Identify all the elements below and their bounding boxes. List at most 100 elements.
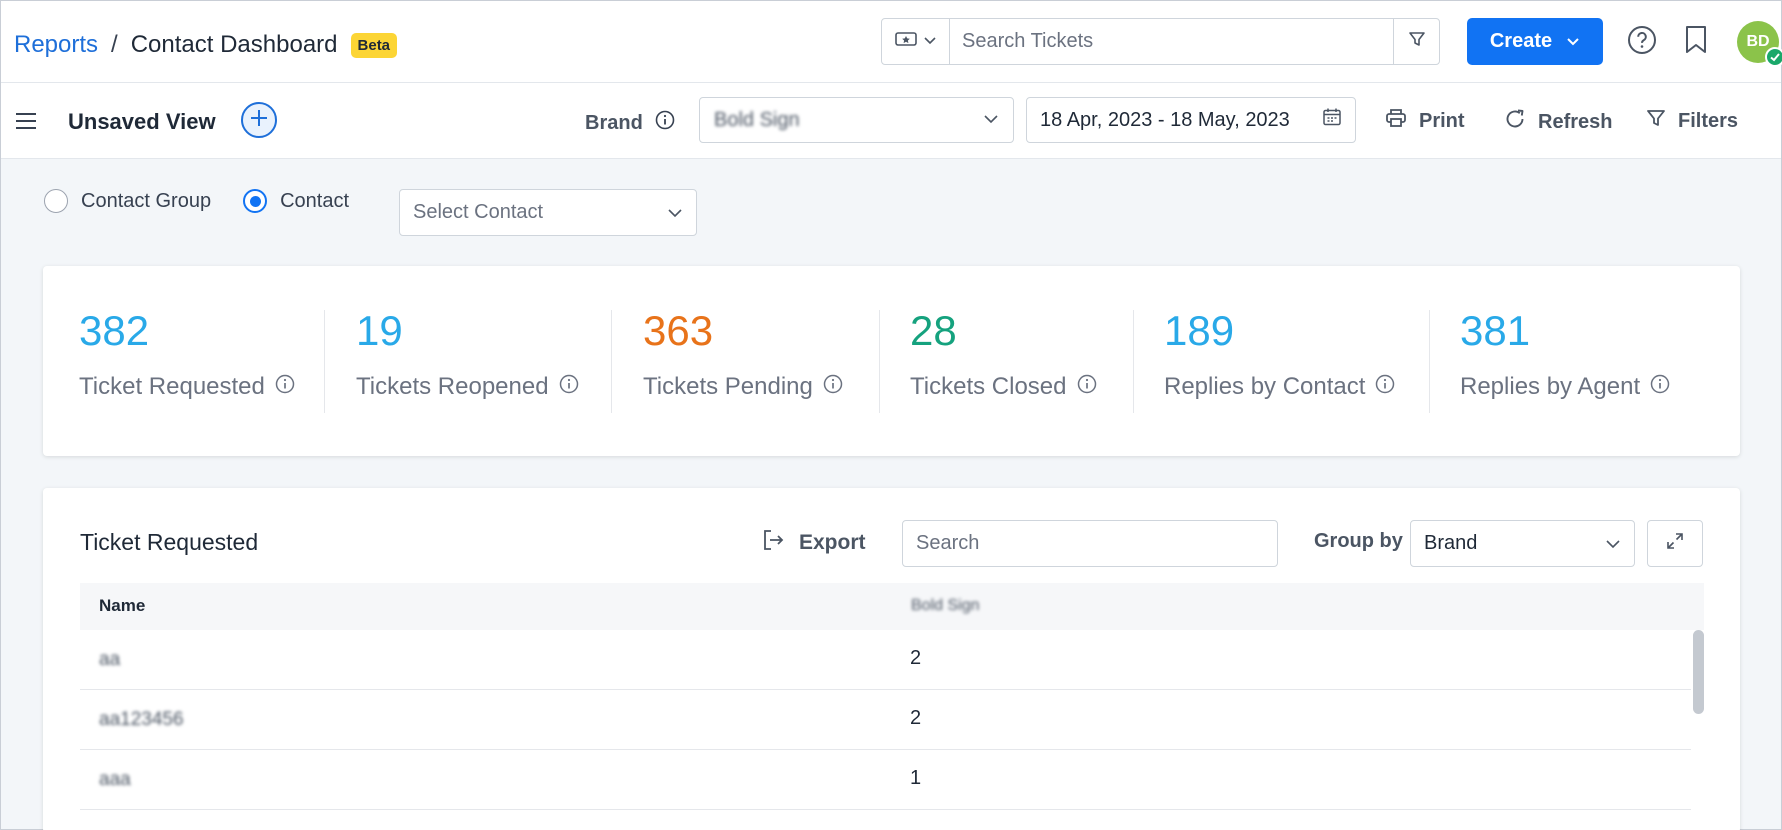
brand-select-value: Bold Sign	[714, 108, 800, 131]
kpi-label: Tickets Closed	[910, 373, 1067, 400]
beta-badge: Beta	[350, 32, 398, 58]
chevron-down-icon	[923, 33, 937, 51]
radio-contact-label: Contact	[280, 189, 350, 212]
kpi-replies-by-contact[interactable]: 189 Replies by Contact	[1164, 310, 1395, 401]
refresh-button[interactable]: Refresh	[1504, 108, 1612, 136]
kpi-divider	[324, 310, 325, 413]
view-toolbar: Unsaved View Brand Bold Sign 18 Apr, 202…	[1, 83, 1781, 159]
printer-icon	[1385, 108, 1407, 134]
avatar-initials: BD	[1746, 33, 1770, 50]
row-name: aa123456	[99, 709, 184, 730]
kpi-divider	[611, 310, 612, 413]
kpi-value: 19	[356, 307, 403, 354]
export-button[interactable]: Export	[761, 528, 866, 558]
page-title: Contact Dashboard	[130, 31, 338, 58]
group-by-label: Group by	[1314, 530, 1403, 552]
chevron-down-icon	[983, 111, 999, 129]
user-avatar[interactable]: BD	[1737, 21, 1782, 67]
select-contact-placeholder: Select Contact	[413, 201, 544, 223]
radio-contact-group-label: Contact Group	[81, 189, 212, 212]
help-icon[interactable]	[1627, 25, 1657, 60]
search-filter-button[interactable]	[1393, 19, 1439, 64]
row-name: aa	[99, 649, 121, 670]
kpi-value: 363	[643, 307, 714, 354]
view-title: Unsaved View	[68, 109, 216, 134]
radio-button-unchecked[interactable]	[44, 189, 68, 213]
row-value: 2	[910, 707, 922, 729]
scope-selector: Contact Group Contact	[44, 189, 381, 213]
info-icon[interactable]	[655, 110, 675, 136]
kpi-replies-by-agent[interactable]: 381 Replies by Agent	[1460, 310, 1670, 401]
group-by-select[interactable]: Brand	[1410, 520, 1635, 567]
bookmark-icon[interactable]	[1684, 25, 1708, 60]
table-row[interactable]: aa123456 2	[80, 690, 1691, 750]
kpi-value: 189	[1164, 307, 1235, 354]
table-row[interactable]: aaa 1	[80, 750, 1691, 810]
column-header-name[interactable]: Name	[99, 596, 146, 615]
radio-button-checked[interactable]	[243, 189, 268, 213]
search-type-dropdown[interactable]	[882, 19, 950, 64]
hamburger-menu-icon[interactable]	[15, 111, 37, 136]
breadcrumb-reports-link[interactable]: Reports	[14, 31, 99, 58]
kpi-label: Ticket Requested	[79, 373, 265, 400]
ticket-icon	[894, 31, 917, 52]
chevron-down-icon	[667, 201, 683, 224]
expand-icon	[1666, 532, 1684, 555]
kpi-value: 381	[1460, 307, 1531, 354]
radio-contact-group[interactable]: Contact Group	[44, 189, 211, 213]
brand-filter-label: Brand	[585, 110, 675, 136]
expand-button[interactable]	[1647, 520, 1703, 567]
info-icon[interactable]	[1077, 373, 1097, 401]
radio-contact[interactable]: Contact	[243, 189, 349, 213]
kpi-ticket-requested[interactable]: 382 Ticket Requested	[79, 310, 295, 401]
kpi-divider	[1429, 310, 1430, 413]
info-icon[interactable]	[275, 373, 295, 401]
table-row[interactable]: aa 2	[80, 630, 1691, 690]
row-value: 1	[910, 767, 922, 789]
kpi-divider	[1133, 310, 1134, 413]
filter-icon	[1408, 30, 1426, 53]
group-by-value: Brand	[1424, 532, 1478, 554]
ticket-search-box: Search Tickets	[881, 18, 1440, 65]
table-header: Name Bold Sign	[80, 583, 1704, 630]
kpi-tickets-closed[interactable]: 28 Tickets Closed	[910, 310, 1097, 401]
select-contact-dropdown[interactable]: Select Contact	[399, 189, 697, 236]
info-icon[interactable]	[1650, 373, 1670, 401]
info-icon[interactable]	[559, 373, 579, 401]
brand-select[interactable]: Bold Sign	[699, 97, 1014, 143]
kpi-label-row: Ticket Requested	[79, 373, 295, 401]
info-icon[interactable]	[823, 373, 843, 401]
kpi-divider	[879, 310, 880, 413]
filters-label: Filters	[1678, 109, 1739, 132]
kpi-tickets-reopened[interactable]: 19 Tickets Reopened	[356, 310, 579, 401]
kpi-label: Tickets Reopened	[356, 373, 549, 400]
create-button[interactable]: Create	[1467, 18, 1603, 65]
date-range-picker[interactable]: 18 Apr, 2023 - 18 May, 2023	[1026, 97, 1356, 143]
kpi-label: Replies by Contact	[1164, 373, 1366, 400]
breadcrumb-separator: /	[111, 31, 118, 58]
add-view-button[interactable]	[241, 102, 277, 138]
table-title: Ticket Requested	[80, 529, 259, 555]
print-label: Print	[1419, 109, 1465, 132]
kpi-label-row: Tickets Reopened	[356, 373, 579, 401]
table-search-input[interactable]: Search	[902, 520, 1278, 567]
info-icon[interactable]	[1375, 373, 1395, 401]
export-label: Export	[799, 531, 866, 554]
print-button[interactable]: Print	[1385, 108, 1465, 134]
kpi-value: 28	[910, 307, 957, 354]
column-header-brand[interactable]: Bold Sign	[911, 597, 980, 614]
filters-button[interactable]: Filters	[1646, 108, 1738, 134]
kpi-label: Tickets Pending	[643, 373, 813, 400]
table-scrollbar[interactable]	[1693, 630, 1704, 714]
ticket-search-input[interactable]: Search Tickets	[962, 30, 1094, 52]
ticket-requested-table-card: Ticket Requested Export Search Group by …	[43, 488, 1740, 830]
kpi-value: 382	[79, 307, 150, 354]
kpi-summary-card: 382 Ticket Requested 19 Tickets Reopened…	[43, 266, 1740, 456]
online-status-icon	[1765, 47, 1782, 67]
kpi-tickets-pending[interactable]: 363 Tickets Pending	[643, 310, 843, 401]
create-label: Create	[1489, 30, 1553, 52]
kpi-label-row: Replies by Agent	[1460, 373, 1670, 401]
kpi-label-row: Replies by Contact	[1164, 373, 1395, 401]
breadcrumb: Reports / Contact Dashboard Beta	[14, 31, 398, 59]
kpi-label-row: Tickets Pending	[643, 373, 843, 401]
